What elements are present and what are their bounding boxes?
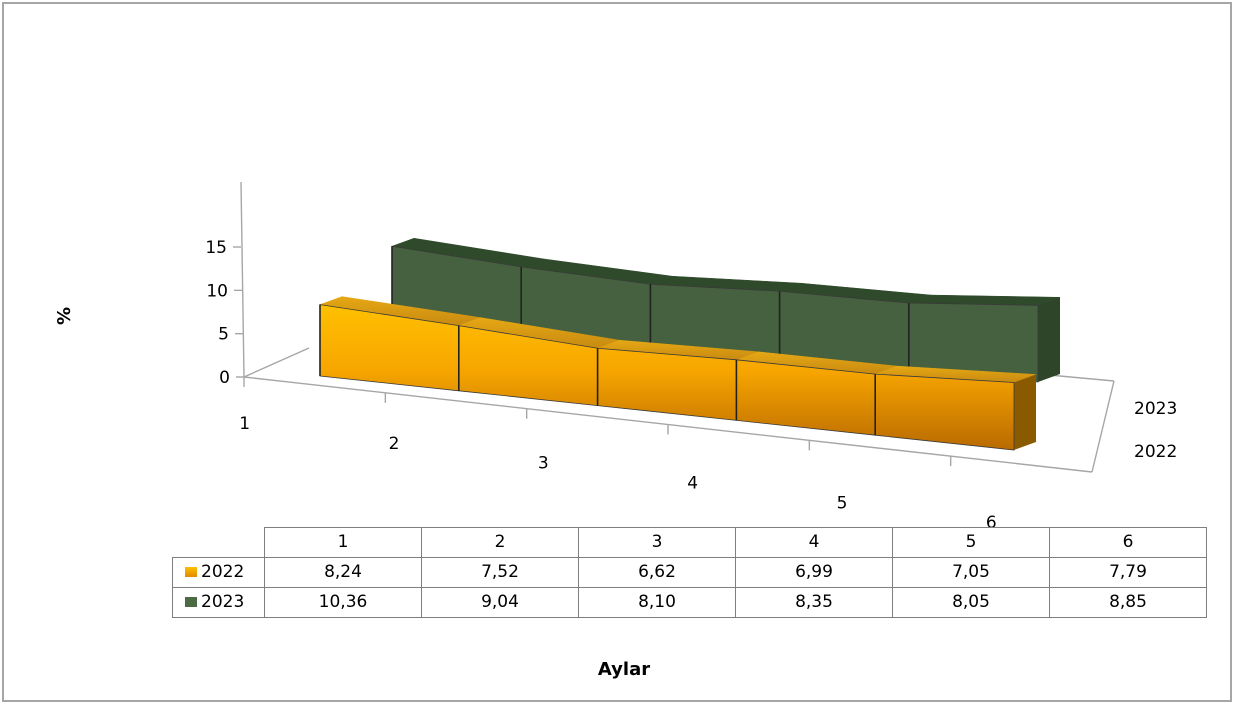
legend-entry-2023: 2023 <box>172 586 265 618</box>
legend-swatch-2023 <box>185 597 197 607</box>
series-2023-side-face <box>1038 297 1060 382</box>
x-tick-label: 1 <box>239 414 250 434</box>
data-table-cell: 9,04 <box>421 586 579 618</box>
data-table-cell: 7,79 <box>1049 556 1207 588</box>
x-axis-title: Aylar <box>597 659 651 680</box>
data-table-cell: 8,35 <box>735 586 893 618</box>
data-table-cell: 8,85 <box>1049 586 1207 618</box>
y-tick-label: 0 <box>219 368 230 388</box>
data-table-category: 3 <box>578 527 736 558</box>
axes <box>233 181 1115 473</box>
x-tick-label: 6 <box>986 513 997 533</box>
data-table: 1 2 3 4 5 6 2022 8,24 7,52 6,62 6,99 7,0… <box>172 527 1207 618</box>
y-tick-label: 10 <box>206 281 228 301</box>
depth-tick-label: 2023 <box>1134 399 1177 419</box>
data-table-cell: 6,62 <box>578 556 736 588</box>
x-tick-label: 3 <box>538 454 549 474</box>
data-table-cell: 6,99 <box>735 556 893 588</box>
data-table-category: 2 <box>421 527 579 558</box>
series-2022-side-face <box>1014 374 1036 450</box>
legend-swatch-2022 <box>185 567 197 577</box>
series-2023-area <box>391 237 1061 383</box>
data-table-cell: 8,05 <box>892 586 1050 618</box>
depth-axis-line <box>1091 380 1115 473</box>
series-2022-area <box>319 296 1037 451</box>
axis-labels: 0 5 10 15 1 2 3 4 5 6 2023 2022 <box>205 238 1177 533</box>
legend-label-2022: 2022 <box>201 562 245 582</box>
data-table-corner <box>172 527 265 558</box>
floor-back-left-edge <box>243 347 310 378</box>
y-axis-line <box>240 181 245 378</box>
data-table-row-2023: 2023 10,36 9,04 8,10 8,35 8,05 8,85 <box>172 586 1207 618</box>
data-table-cell: 7,05 <box>892 556 1050 588</box>
y-axis-title: % <box>54 307 75 325</box>
x-tick-label: 5 <box>837 493 848 513</box>
depth-tick-label: 2022 <box>1134 442 1177 462</box>
legend-entry-2022: 2022 <box>172 556 265 588</box>
data-table-category: 1 <box>264 527 422 558</box>
data-table-cell: 8,10 <box>578 586 736 618</box>
data-table-category: 6 <box>1049 527 1207 558</box>
x-tick-label: 2 <box>389 434 400 454</box>
data-table-cell: 10,36 <box>264 586 422 618</box>
y-tick-label: 15 <box>205 238 227 258</box>
data-table-cell: 7,52 <box>421 556 579 588</box>
data-table-header-row: 1 2 3 4 5 6 <box>172 527 1207 558</box>
data-table-category: 5 <box>892 527 1050 558</box>
data-table-category: 4 <box>735 527 893 558</box>
x-tick-label: 4 <box>687 473 698 493</box>
y-tick-label: 5 <box>218 325 229 345</box>
data-table-cell: 8,24 <box>264 556 422 588</box>
data-table-row-2022: 2022 8,24 7,52 6,62 6,99 7,05 7,79 <box>172 556 1207 588</box>
legend-label-2023: 2023 <box>201 592 245 612</box>
chart-plot: 0 5 10 15 1 2 3 4 5 6 2023 2022 % <box>54 181 1177 533</box>
